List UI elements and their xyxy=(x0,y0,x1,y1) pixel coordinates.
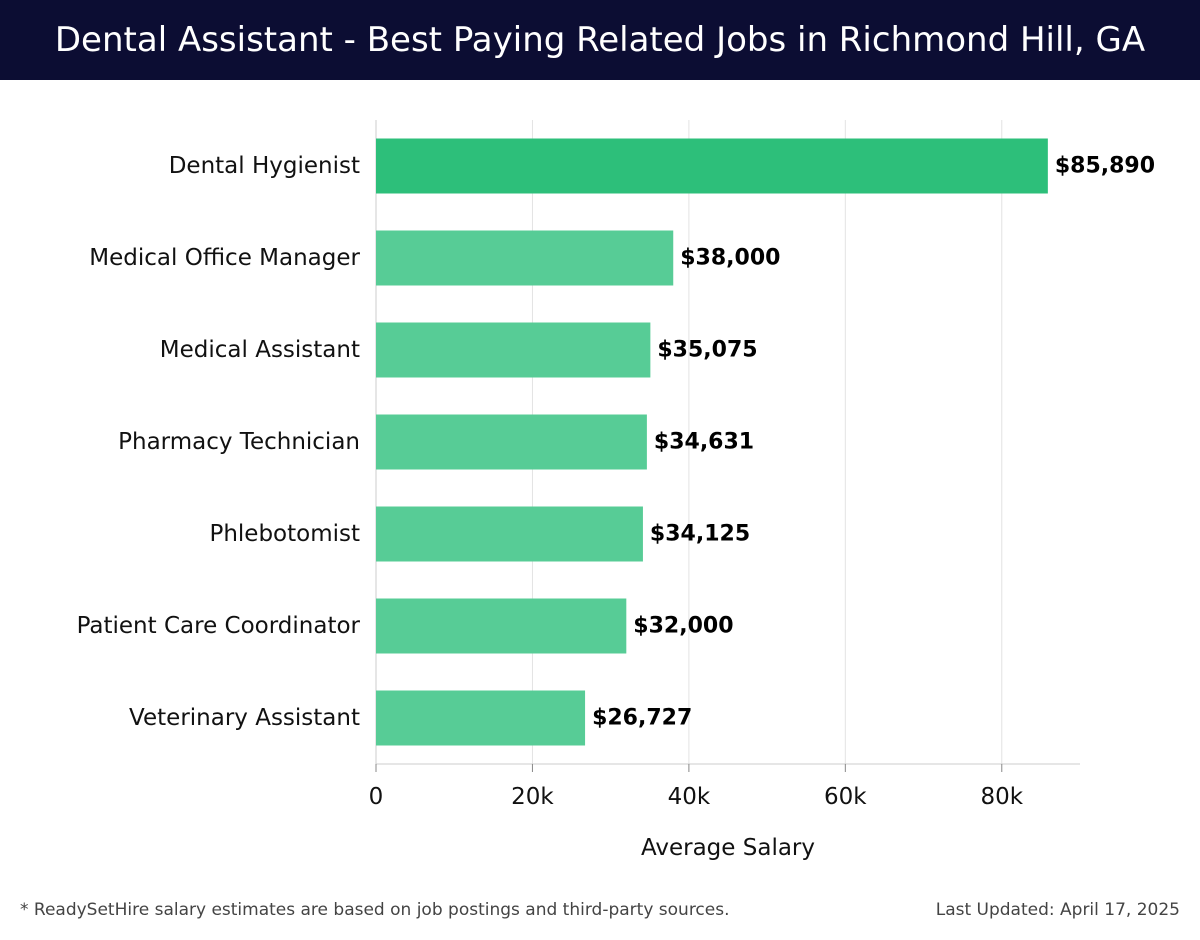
bar xyxy=(376,138,1048,194)
x-tick-label: 40k xyxy=(668,784,711,810)
value-label: $32,000 xyxy=(633,614,733,639)
x-tick-label: 20k xyxy=(511,784,554,810)
category-label: Medical Office Manager xyxy=(89,245,360,271)
value-label: $35,075 xyxy=(657,338,757,363)
value-label: $85,890 xyxy=(1055,154,1155,179)
bar xyxy=(376,230,674,286)
category-label: Pharmacy Technician xyxy=(118,429,360,455)
bar xyxy=(376,598,627,654)
value-label: $34,631 xyxy=(654,430,754,455)
bar-chart: Dental Hygienist $85,890 Medical Office Ma… xyxy=(77,120,1155,861)
value-label: $26,727 xyxy=(592,706,692,731)
category-label: Patient Care Coordinator xyxy=(77,613,361,639)
x-tick-label: 0 xyxy=(369,784,384,810)
bar xyxy=(376,506,643,562)
bar xyxy=(376,414,647,470)
category-label: Dental Hygienist xyxy=(169,153,360,179)
value-label: $38,000 xyxy=(680,246,780,271)
x-axis-title: Average Salary xyxy=(641,835,815,861)
footer-note: * ReadySetHire salary estimates are base… xyxy=(20,900,730,920)
value-label: $34,125 xyxy=(650,522,750,547)
category-label: Medical Assistant xyxy=(160,337,360,363)
category-label: Veterinary Assistant xyxy=(129,705,360,731)
category-label: Phlebotomist xyxy=(209,521,360,547)
last-updated-text: Last Updated: April 17, 2025 xyxy=(935,900,1180,920)
x-tick-label: 60k xyxy=(824,784,867,810)
header-bar: Dental Assistant - Best Paying Related J… xyxy=(0,0,1200,80)
chart-title: Dental Assistant - Best Paying Related J… xyxy=(54,20,1146,60)
x-tick-label: 80k xyxy=(980,784,1023,810)
bar xyxy=(376,690,586,746)
bar xyxy=(376,322,651,378)
